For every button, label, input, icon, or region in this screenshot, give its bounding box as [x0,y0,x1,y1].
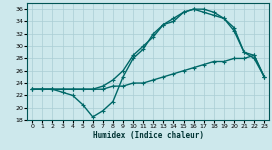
X-axis label: Humidex (Indice chaleur): Humidex (Indice chaleur) [93,130,204,140]
